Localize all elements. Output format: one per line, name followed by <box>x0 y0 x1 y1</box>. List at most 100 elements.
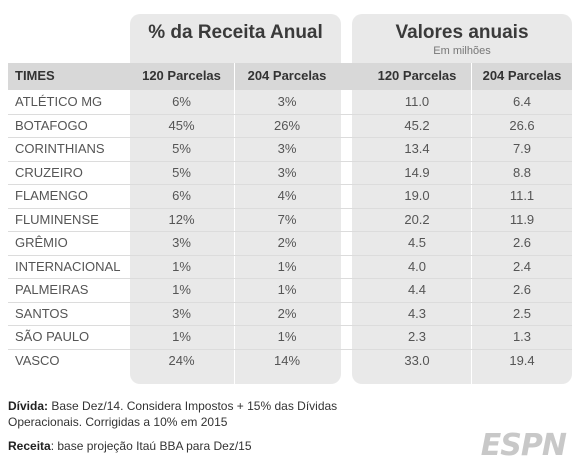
footnote-divida-text: Base Dez/14. Considera Impostos + 15% da… <box>8 399 338 429</box>
table-row: CRUZEIRO 5% 3% 14.9 8.8 <box>8 161 572 184</box>
row-divider <box>8 231 572 232</box>
pct-204-cell: 3% <box>277 164 297 180</box>
footnote-divida-label: Dívida: <box>8 399 49 413</box>
val-204-cell: 2.5 <box>512 305 532 321</box>
footnote-receita-text: : base projeção Itaú BBA para Dez/15 <box>50 439 252 453</box>
pct-204-cell: 3% <box>277 141 297 156</box>
pct-120-cell: 1% <box>172 258 191 274</box>
val-204-cell: 2.6 <box>512 235 532 250</box>
team-name: SÃO PAULO <box>15 329 90 344</box>
header-times: TIMES <box>15 68 55 83</box>
table-row: BOTAFOGO 45% 26% 45.2 26.6 <box>8 114 572 137</box>
val-204-cell: 2.4 <box>512 258 532 274</box>
val-120-cell: 19.0 <box>404 188 430 203</box>
val-120-cell: 4.5 <box>407 235 427 250</box>
pct-120-cell: 1% <box>172 282 191 297</box>
table-row: VASCO 24% 14% 33.0 19.4 <box>8 349 572 372</box>
pct-204-cell: 2% <box>277 305 297 321</box>
row-divider <box>8 207 572 209</box>
val-204-cell: 8.8 <box>512 164 532 180</box>
row-divider <box>8 348 572 350</box>
val-120-cell: 33.0 <box>404 352 430 368</box>
pct-120-cell: 5% <box>172 164 191 180</box>
val-120-cell: 20.2 <box>404 211 430 227</box>
val-120-cell: 13.4 <box>404 141 430 156</box>
val-204-cell: 1.3 <box>512 329 532 344</box>
team-name: FLUMINENSE <box>15 211 99 227</box>
team-name: INTERNACIONAL <box>15 258 121 274</box>
espn-logo: ESPN <box>480 428 567 463</box>
table-row: INTERNACIONAL 1% 1% 4.0 2.4 <box>8 255 572 278</box>
percent-group-title: % da Receita Anual <box>148 22 323 43</box>
val-204-cell: 26.6 <box>509 117 535 133</box>
pct-204-cell: 1% <box>277 329 297 344</box>
row-divider <box>8 278 572 279</box>
values-group-title: Valores anuais <box>395 22 529 43</box>
pct-204-cell: 3% <box>277 94 297 109</box>
values-group-subtitle: Em milhões <box>433 45 491 57</box>
team-name: ATLÉTICO MG <box>15 94 103 109</box>
val-204-cell: 2.6 <box>512 282 532 297</box>
team-name: CRUZEIRO <box>15 164 83 180</box>
pct-120-cell: 24% <box>168 352 195 368</box>
pct-204-cell: 7% <box>277 211 297 227</box>
row-divider <box>8 113 572 115</box>
val-204-cell: 19.4 <box>509 352 535 368</box>
row-divider <box>8 325 572 326</box>
row-divider <box>8 301 572 303</box>
team-name: PALMEIRAS <box>15 282 89 297</box>
team-name: VASCO <box>15 352 60 368</box>
table-row: SANTOS 3% 2% 4.3 2.5 <box>8 302 572 325</box>
val-120-cell: 2.3 <box>407 329 427 344</box>
header-pct-120: 120 Parcelas <box>142 68 221 83</box>
row-divider <box>8 254 572 256</box>
table-row: FLAMENGO 6% 4% 19.0 11.1 <box>8 184 572 207</box>
val-120-cell: 45.2 <box>404 117 430 133</box>
column-divider <box>234 63 235 384</box>
footnote-receita: Receita: base projeção Itaú BBA para Dez… <box>8 438 252 454</box>
pct-204-cell: 1% <box>277 282 297 297</box>
table-row: FLUMINENSE 12% 7% 20.2 11.9 <box>8 208 572 231</box>
team-name: GRÊMIO <box>15 235 68 250</box>
val-120-cell: 4.4 <box>407 282 427 297</box>
pct-204-cell: 14% <box>273 352 301 368</box>
table-row: PALMEIRAS 1% 1% 4.4 2.6 <box>8 278 572 301</box>
val-204-cell: 11.9 <box>509 211 535 227</box>
column-divider <box>471 63 472 384</box>
val-204-cell: 11.1 <box>509 188 535 203</box>
team-name: CORINTHIANS <box>15 141 105 156</box>
footnote-receita-label: Receita <box>8 439 51 453</box>
header-pct-204: 204 Parcelas <box>247 68 327 83</box>
pct-120-cell: 6% <box>172 188 191 203</box>
pct-120-cell: 3% <box>172 305 191 321</box>
pct-204-cell: 4% <box>277 188 297 203</box>
header-val-204: 204 Parcelas <box>482 68 562 83</box>
pct-120-cell: 12% <box>168 211 195 227</box>
footnote-divida: Dívida: Base Dez/14. Considera Impostos … <box>8 398 348 430</box>
team-name: BOTAFOGO <box>15 117 88 133</box>
table-header <box>8 63 572 90</box>
row-divider <box>8 160 572 162</box>
team-name: FLAMENGO <box>15 188 88 203</box>
row-divider <box>8 184 572 185</box>
pct-120-cell: 6% <box>172 94 191 109</box>
pct-120-cell: 1% <box>172 329 191 344</box>
pct-120-cell: 45% <box>168 117 195 133</box>
row-divider <box>8 137 572 138</box>
pct-204-cell: 26% <box>273 117 301 133</box>
val-120-cell: 14.9 <box>404 164 430 180</box>
table-row: ATLÉTICO MG 6% 3% 11.0 6.4 <box>8 90 572 113</box>
val-204-cell: 6.4 <box>512 94 532 109</box>
team-name: SANTOS <box>15 305 69 321</box>
pct-120-cell: 5% <box>172 141 191 156</box>
table-row: SÃO PAULO 1% 1% 2.3 1.3 <box>8 325 572 348</box>
table-row: GRÊMIO 3% 2% 4.5 2.6 <box>8 231 572 254</box>
header-val-120: 120 Parcelas <box>377 68 457 83</box>
val-120-cell: 11.0 <box>404 94 430 109</box>
pct-204-cell: 2% <box>277 235 297 250</box>
val-120-cell: 4.0 <box>407 258 427 274</box>
table-row: CORINTHIANS 5% 3% 13.4 7.9 <box>8 137 572 160</box>
pct-120-cell: 3% <box>172 235 191 250</box>
pct-204-cell: 1% <box>277 258 297 274</box>
val-120-cell: 4.3 <box>407 305 427 321</box>
